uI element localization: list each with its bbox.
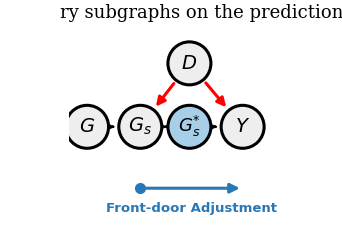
- Text: $\boldsymbol{\mathit{G}}_{\boldsymbol{\mathit{s}}}$: $\boldsymbol{\mathit{G}}_{\boldsymbol{\m…: [128, 116, 152, 138]
- Text: $\boldsymbol{\mathit{D}}$: $\boldsymbol{\mathit{D}}$: [181, 54, 197, 73]
- Text: $\boldsymbol{\mathit{Y}}$: $\boldsymbol{\mathit{Y}}$: [235, 117, 250, 136]
- Text: $\boldsymbol{\mathit{G}}_{\boldsymbol{\mathit{s}}}^{*}$: $\boldsymbol{\mathit{G}}_{\boldsymbol{\m…: [178, 114, 201, 139]
- Text: $\boldsymbol{\mathit{G}}$: $\boldsymbol{\mathit{G}}$: [79, 117, 95, 136]
- Circle shape: [119, 105, 162, 148]
- Circle shape: [168, 105, 211, 148]
- Text: ry subgraphs on the prediction.: ry subgraphs on the prediction.: [61, 5, 342, 22]
- Text: Front-door Adjustment: Front-door Adjustment: [106, 202, 277, 214]
- Circle shape: [168, 42, 211, 85]
- Circle shape: [66, 105, 108, 148]
- Circle shape: [221, 105, 264, 148]
